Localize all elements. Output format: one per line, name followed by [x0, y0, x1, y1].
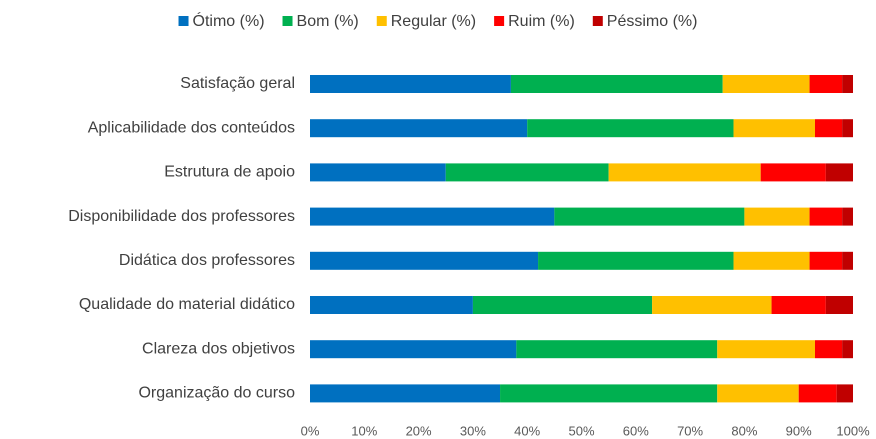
y-tick-label: Clareza dos objetivos	[142, 340, 295, 357]
bar-segment	[842, 119, 853, 138]
bar-segment	[825, 296, 853, 314]
bar-segment	[310, 384, 501, 403]
x-tick-label: 70%	[677, 423, 703, 438]
bar-segment	[733, 251, 810, 270]
bar-segment	[608, 163, 761, 182]
y-tick-label: Didática dos professores	[119, 252, 295, 269]
bar-segment	[445, 163, 609, 182]
legend-swatch	[592, 16, 603, 26]
x-tick-label: 80%	[731, 423, 757, 438]
legend-label: Péssimo (%)	[607, 13, 698, 30]
bar-segment	[842, 207, 853, 226]
bar-segment	[652, 296, 772, 314]
bar-segment	[744, 207, 810, 226]
bar-segment	[310, 296, 473, 314]
bar-segment	[310, 207, 555, 226]
legend-swatch	[376, 16, 387, 26]
y-tick-label: Disponibilidade dos professores	[68, 208, 295, 225]
bar-segment	[554, 207, 745, 226]
bar-segment	[516, 340, 718, 359]
bar-segment	[538, 251, 734, 270]
y-tick-label: Satisfação geral	[180, 75, 295, 92]
bar-segment	[771, 296, 826, 314]
bar-segment	[760, 163, 826, 182]
bar-segment	[809, 251, 843, 270]
bar-segment	[510, 75, 723, 93]
x-tick-label: 90%	[786, 423, 812, 438]
x-tick-label: 100%	[836, 423, 870, 438]
bar-segment	[500, 384, 718, 403]
legend-swatch	[178, 16, 189, 26]
legend-swatch	[282, 16, 293, 26]
bar-segment	[814, 340, 843, 359]
legend-label: Ruim (%)	[508, 13, 575, 30]
bar-segment	[527, 119, 734, 138]
y-tick-label: Qualidade do material didático	[79, 296, 295, 313]
bar-segment	[814, 119, 843, 138]
bar-segment	[717, 384, 799, 403]
legend-label: Bom (%)	[297, 13, 359, 30]
bar-segment	[310, 119, 528, 138]
bar-segment	[842, 75, 853, 93]
bar-segment	[798, 384, 837, 403]
bar-segment	[310, 163, 446, 182]
y-tick-label: Aplicabilidade dos conteúdos	[88, 119, 295, 136]
legend-swatch	[494, 16, 505, 26]
x-tick-label: 30%	[460, 423, 486, 438]
x-tick-label: 50%	[568, 423, 594, 438]
legend-label: Regular (%)	[391, 13, 476, 30]
bar-segment	[733, 119, 815, 138]
bar-segment	[809, 207, 843, 226]
bar-segment	[310, 75, 511, 93]
y-tick-label: Organização do curso	[138, 385, 295, 402]
bar-segment	[836, 384, 853, 403]
x-tick-label: 40%	[514, 423, 540, 438]
bar-segment	[825, 163, 853, 182]
x-tick-label: 10%	[351, 423, 377, 438]
legend-label: Ótimo (%)	[193, 11, 265, 30]
bar-segment	[842, 251, 853, 270]
bar-segment	[310, 340, 517, 359]
x-tick-label: 60%	[623, 423, 649, 438]
bar-segment	[809, 75, 843, 93]
x-tick-label: 0%	[301, 423, 320, 438]
bar-segment	[472, 296, 653, 314]
x-tick-label: 20%	[406, 423, 432, 438]
bar-segment	[722, 75, 810, 93]
y-tick-label: Estrutura de apoio	[164, 164, 295, 181]
bar-segment	[717, 340, 815, 359]
bar-segment	[842, 340, 853, 359]
bar-segment	[310, 251, 539, 270]
